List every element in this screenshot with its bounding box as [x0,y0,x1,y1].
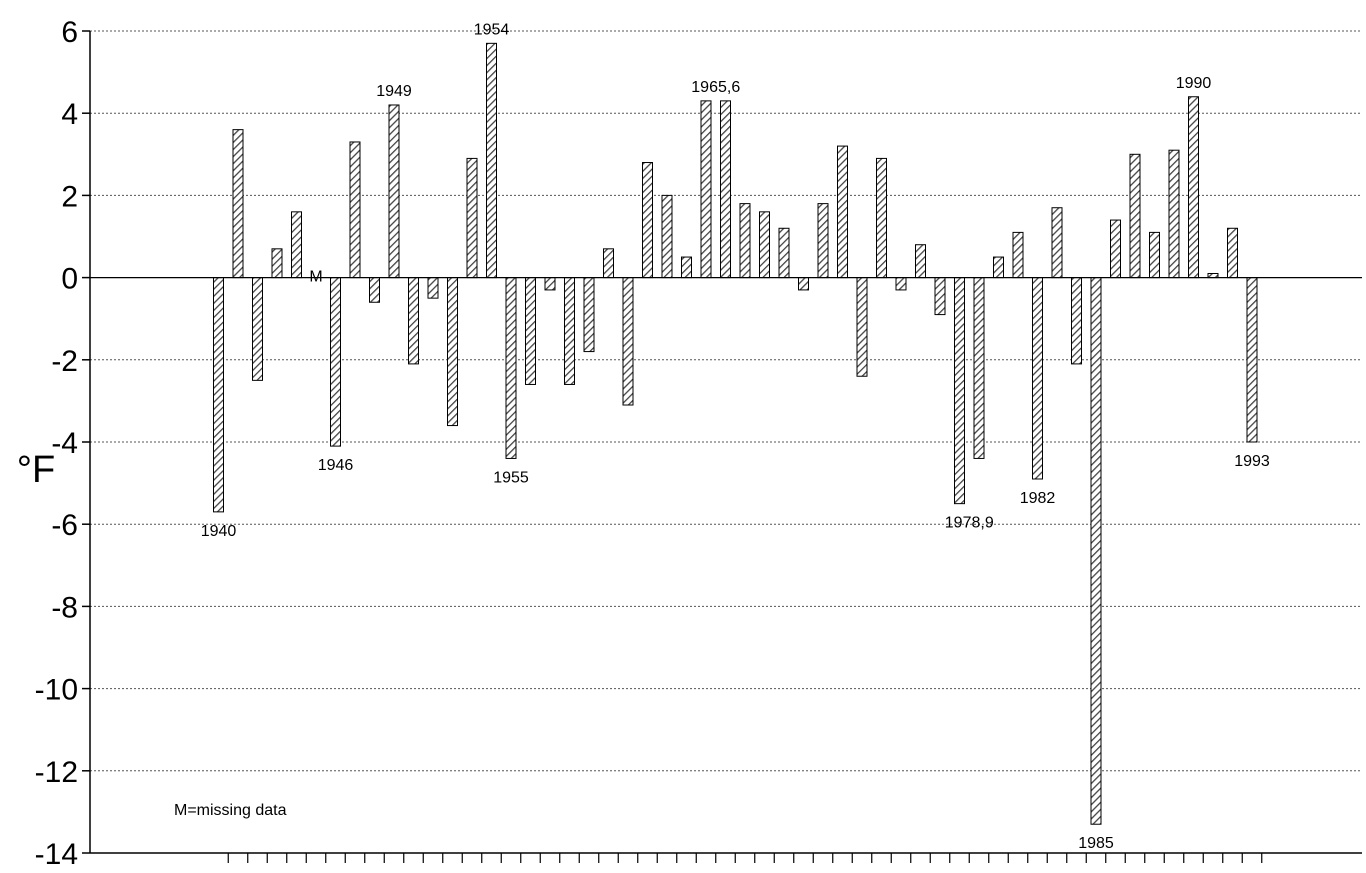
y-tick-label: -12 [35,756,78,789]
x-tick-marks [227,853,1263,863]
annotation-1990: 1990 [1176,75,1212,92]
y-tick-label: 4 [61,98,78,131]
bar-1952 [447,277,458,427]
bar-1982 [1032,277,1043,480]
bar-1941 [232,129,244,279]
bar-1948 [369,277,380,303]
bar-1970 [798,277,809,291]
missing-data-marker: M [309,269,322,286]
bar-1961 [622,277,634,406]
bar-1993 [1246,277,1258,443]
y-axis-label: °F [17,449,55,491]
bar-1956 [525,277,536,385]
bar-1957 [544,277,556,291]
bar-1988 [1149,231,1160,279]
bar-1986 [1110,219,1121,279]
y-tick-label: 2 [61,180,78,213]
y-tick-label: -4 [51,427,78,460]
bar-1992 [1227,227,1238,279]
bar-1972 [837,145,848,279]
bar-1963 [661,194,673,279]
bar-1969 [778,227,790,279]
annotation-1940: 1940 [201,523,237,540]
bar-1951 [427,277,439,299]
bar-1989 [1168,149,1180,279]
bar-1965 [700,100,712,279]
y-tick-label: -10 [35,674,78,707]
y-tick-label: -6 [51,509,78,542]
bar-1966 [720,100,731,279]
bar-1953 [466,157,478,279]
bar-1950 [408,277,419,365]
bar-1981 [1012,231,1024,279]
bar-1984 [1071,277,1082,365]
bar-1955 [505,277,517,459]
bar-1959 [583,277,595,353]
bar-1940 [213,277,224,513]
bar-1973 [856,277,868,377]
bar-1980 [993,256,1004,279]
y-tick-label: -14 [35,838,78,871]
bar-1975 [895,277,907,291]
y-tick-label: 6 [61,16,78,49]
bar-1949 [388,104,400,279]
year-annotations: 1940 1946 1949 1954 1955 1965,6 1978,9 1982 1985… [201,21,1270,852]
annotation-1982: 1982 [1020,490,1056,507]
annotation-1955: 1955 [493,469,529,486]
bars [213,42,1258,825]
bar-1962 [642,162,653,279]
bar-1943 [271,248,283,279]
grid-lines [90,30,1362,772]
annotation-1965-6: 1965,6 [691,79,740,96]
bar-1985 [1090,277,1102,825]
bar-1946 [330,277,341,447]
bar-1979 [973,277,985,459]
bar-1968 [759,211,770,279]
bar-1976 [915,244,926,279]
bar-1971 [817,203,829,279]
y-tick-label: 0 [61,263,78,296]
bar-1987 [1129,153,1141,279]
annotation-1946: 1946 [318,457,354,474]
bar-1978 [954,277,965,505]
missing-data-note: M=missing data [174,802,287,819]
y-tick-label: -2 [51,345,78,378]
annotation-1954: 1954 [474,21,510,38]
bar-1942 [252,277,263,381]
bar-1977 [934,277,946,316]
bar-1958 [564,277,575,385]
bar-1954 [486,42,497,279]
annotation-1985: 1985 [1078,835,1114,852]
bar-1974 [876,157,887,279]
bar-1960 [603,248,614,279]
y-tick-label: -8 [51,591,78,624]
bar-1990 [1188,96,1199,279]
bar-1964 [681,256,692,279]
annotation-1993: 1993 [1234,453,1270,470]
y-tick-labels: -14 -12 -10 -8 -6 -4 -2 0 2 4 6 [35,16,90,871]
bar-1944 [291,211,302,279]
annotation-1949: 1949 [376,83,412,100]
bar-1983 [1051,207,1063,279]
bar-1967 [739,203,751,279]
annotation-1978-9: 1978,9 [945,515,994,532]
bar-1947 [349,141,361,279]
